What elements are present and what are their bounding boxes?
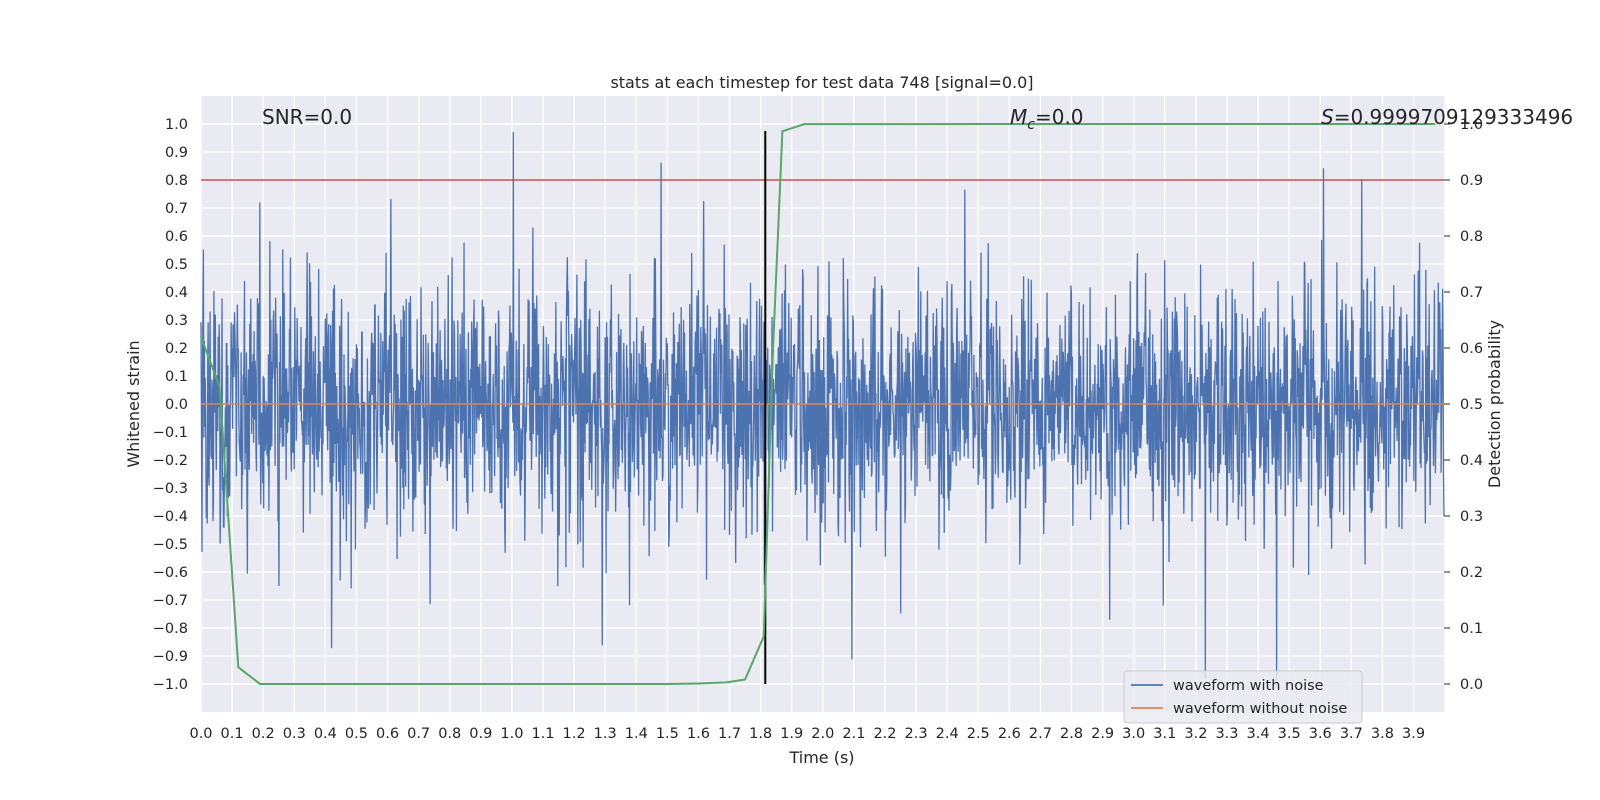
y-tick-label: −0.3 — [153, 481, 188, 497]
x-tick-label: 0.9 — [469, 726, 492, 742]
x-tick-label: 3.8 — [1371, 726, 1394, 742]
waveform-with-noise-series — [200, 131, 1445, 682]
x-tick-label: 0.0 — [189, 726, 212, 742]
y2-tick-label: 0.5 — [1460, 397, 1483, 413]
y-tick-label: 1.0 — [165, 117, 188, 133]
y2-tick-label: 0.3 — [1460, 509, 1483, 525]
x-tick-label: 0.6 — [376, 726, 399, 742]
y-tick-label: 0.6 — [165, 229, 188, 245]
x-tick-label: 2.4 — [936, 726, 959, 742]
y-tick-label: 0.8 — [165, 173, 188, 189]
y2-tick-label: 1.0 — [1460, 117, 1483, 133]
x-tick-label: 3.4 — [1247, 726, 1270, 742]
legend-label-clean: waveform without noise — [1173, 701, 1347, 717]
y-tick-labels: 1.0 0.9 0.8 0.7 0.6 0.5 0.4 0.3 0.2 0.1 0.0 −0.1 −0.… — [153, 117, 188, 693]
x-tick-labels: 0.0 0.1 0.2 0.3 0.4 0.5 0.6 0.7 0.8 0.9 1.0 1.1 1.2 1… — [189, 726, 1425, 742]
x-tick-label: 2.9 — [1091, 726, 1114, 742]
y-tick-label: 0.1 — [165, 369, 188, 385]
chirp-mass-subscript: c — [1027, 117, 1035, 133]
x-tick-label: 3.3 — [1215, 726, 1238, 742]
y-tick-label: −0.9 — [153, 649, 188, 665]
chirp-mass-value: =0.0 — [1035, 105, 1084, 129]
y2-tick-label: 0.1 — [1460, 621, 1483, 637]
x-tick-label: 2.5 — [967, 726, 990, 742]
y2-tick-label: 0.2 — [1460, 565, 1483, 581]
x-tick-label: 3.7 — [1340, 726, 1363, 742]
detection-probability-line — [200, 123, 1436, 685]
x-tick-label: 0.1 — [221, 726, 244, 742]
x-tick-label: 3.2 — [1184, 726, 1207, 742]
y-tick-label: −0.8 — [153, 621, 188, 637]
y-tick-label: 0.5 — [165, 257, 188, 273]
x-tick-label: 3.6 — [1309, 726, 1332, 742]
score-value: =0.9999709129333496 — [1334, 105, 1573, 129]
x-tick-label: 2.8 — [1060, 726, 1083, 742]
y2-tick-label: 0.9 — [1460, 173, 1483, 189]
x-tick-label: 1.9 — [780, 726, 803, 742]
x-tick-label: 2.2 — [873, 726, 896, 742]
y2-tick-label: 0.4 — [1460, 453, 1483, 469]
x-tick-label: 1.0 — [500, 726, 523, 742]
x-tick-label: 1.7 — [718, 726, 741, 742]
x-tick-label: 3.1 — [1153, 726, 1176, 742]
legend: waveform with noise waveform without noi… — [1123, 670, 1363, 724]
x-tick-label: 2.3 — [905, 726, 928, 742]
y-tick-label: −1.0 — [153, 677, 188, 693]
y-tick-label: −0.4 — [153, 509, 188, 525]
score-symbol: S — [1321, 105, 1334, 129]
x-tick-label: 3.5 — [1278, 726, 1301, 742]
chirp-mass-symbol: M — [1010, 105, 1027, 129]
x-tick-label: 1.3 — [594, 726, 617, 742]
y2-tick-labels: 1.0 0.9 0.8 0.7 0.6 0.5 0.4 0.3 0.2 0.1 0.0 — [1444, 117, 1483, 693]
x-tick-label: 0.5 — [345, 726, 368, 742]
y2-tick-label: 0.0 — [1460, 677, 1483, 693]
chirp-mass-annotation: Mc=0.0 — [1010, 105, 1084, 133]
x-tick-label: 0.3 — [283, 726, 306, 742]
x-tick-label: 3.0 — [1122, 726, 1145, 742]
y-tick-label: 0.7 — [165, 201, 188, 217]
noise-waveform-path — [200, 131, 1445, 682]
y-tick-label: −0.5 — [153, 537, 188, 553]
legend-label-noise: waveform with noise — [1173, 678, 1324, 694]
y-tick-label: 0.9 — [165, 145, 188, 161]
y2-tick-label: 0.6 — [1460, 341, 1483, 357]
x-tick-label: 0.7 — [407, 726, 430, 742]
x-axis-label: Time (s) — [788, 748, 854, 767]
x-tick-label: 1.5 — [656, 726, 679, 742]
x-tick-label: 0.4 — [314, 726, 337, 742]
y-tick-label: 0.0 — [165, 397, 188, 413]
y-tick-label: −0.2 — [153, 453, 188, 469]
y-tick-label: −0.6 — [153, 565, 188, 581]
x-tick-label: 0.8 — [438, 726, 461, 742]
y-tick-label: 0.4 — [165, 285, 188, 301]
x-tick-label: 2.0 — [811, 726, 834, 742]
x-tick-label: 1.4 — [625, 726, 648, 742]
y-tick-label: −0.1 — [153, 425, 188, 441]
legend-box — [1123, 670, 1363, 724]
y-tick-label: −0.7 — [153, 593, 188, 609]
x-tick-label: 0.2 — [252, 726, 275, 742]
x-tick-label: 1.8 — [749, 726, 772, 742]
y2-tick-label: 0.7 — [1460, 285, 1483, 301]
y2-tick-label: 0.8 — [1460, 229, 1483, 245]
chart-title: stats at each timestep for test data 748… — [610, 73, 1033, 92]
x-tick-label: 1.1 — [531, 726, 554, 742]
x-tick-label: 2.6 — [998, 726, 1021, 742]
y-axis-label: Whitened strain — [124, 340, 143, 467]
y2-axis-label: Detection probability — [1485, 320, 1504, 488]
x-tick-label: 2.7 — [1029, 726, 1052, 742]
score-annotation: S=0.9999709129333496 — [1321, 105, 1573, 129]
x-tick-label: 2.1 — [842, 726, 865, 742]
x-tick-label: 1.6 — [687, 726, 710, 742]
snr-annotation: SNR=0.0 — [262, 105, 352, 129]
y-tick-label: 0.2 — [165, 341, 188, 357]
y-tick-label: 0.3 — [165, 313, 188, 329]
x-tick-label: 3.9 — [1402, 726, 1425, 742]
x-tick-label: 1.2 — [563, 726, 586, 742]
